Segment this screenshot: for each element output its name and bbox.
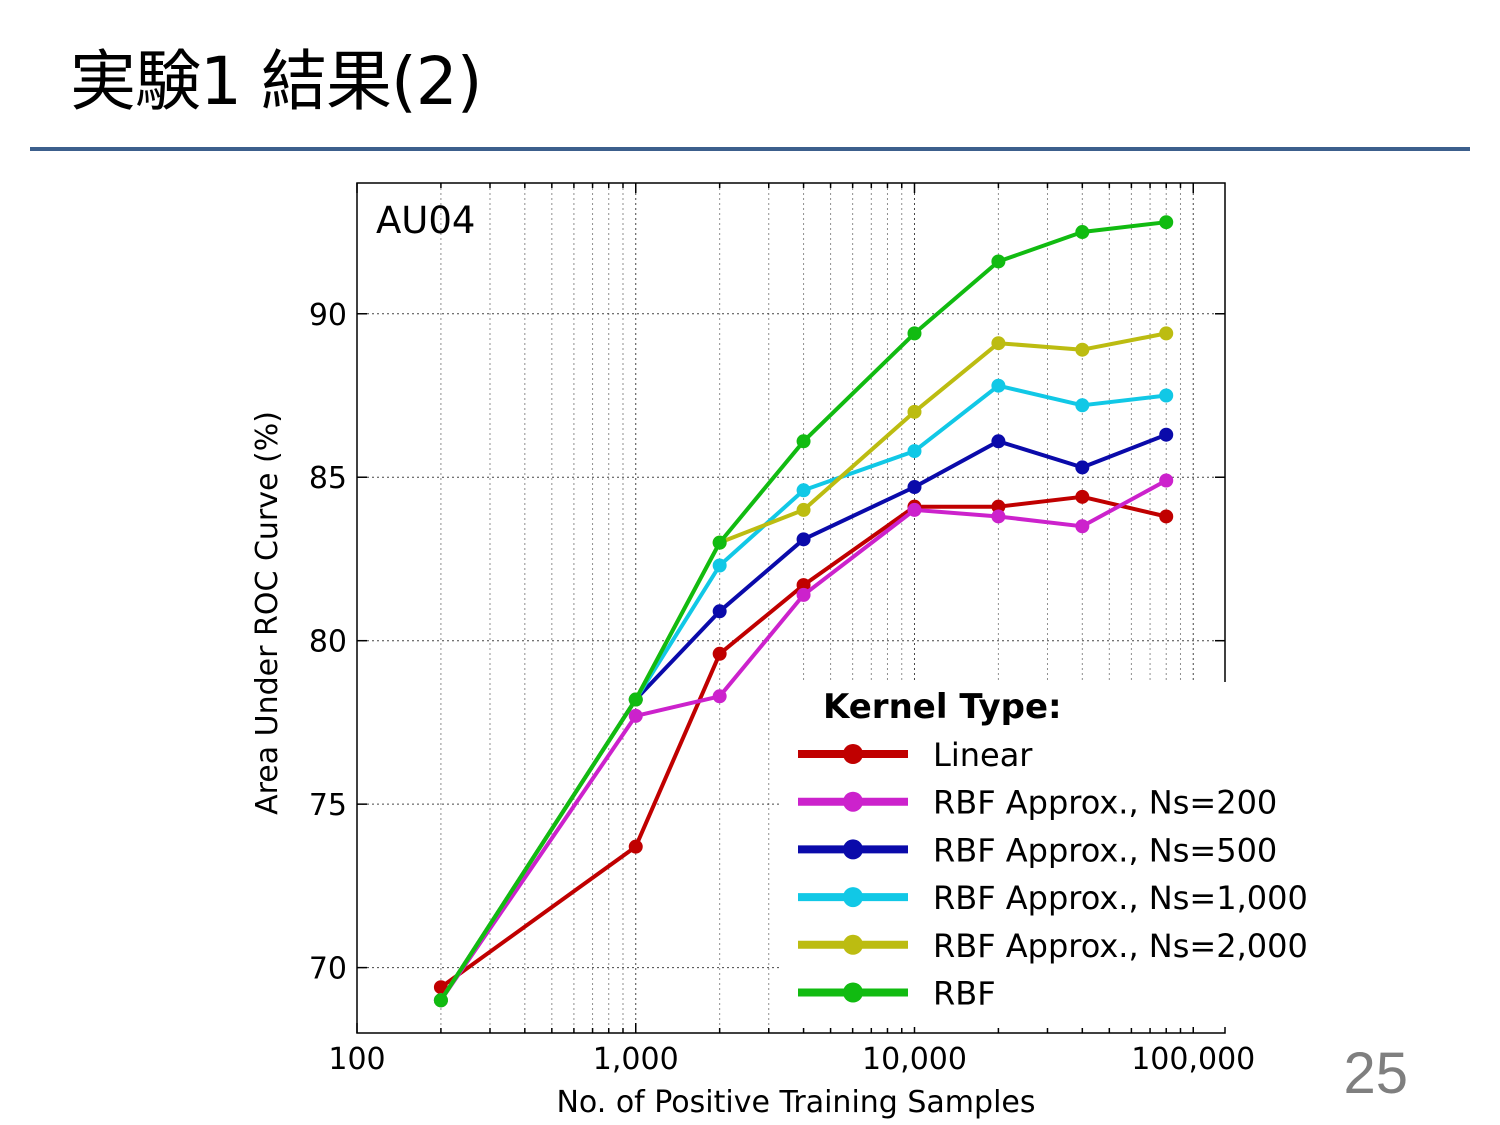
data-point	[907, 444, 922, 459]
series-line	[439, 432, 1167, 1002]
y-tick-label: 90	[309, 298, 347, 333]
data-point	[628, 708, 643, 723]
data-point	[433, 993, 448, 1008]
data-point	[1075, 398, 1090, 413]
legend-swatch-marker	[843, 791, 863, 812]
data-point	[991, 336, 1006, 351]
data-point	[712, 646, 727, 661]
x-tick-label: 100	[328, 1042, 385, 1077]
data-point	[712, 558, 727, 573]
title-divider	[30, 147, 1470, 151]
legend-label: RBF Approx., Ns=1,000	[933, 879, 1308, 917]
data-point	[628, 692, 643, 707]
data-point	[1075, 519, 1090, 534]
y-tick-label: 75	[309, 788, 347, 823]
data-point	[1159, 509, 1174, 524]
x-tick-label: 100,000	[1131, 1042, 1255, 1077]
data-point	[796, 434, 811, 449]
legend-label: Linear	[933, 736, 1033, 774]
series-0	[433, 489, 1174, 995]
data-point	[1159, 473, 1174, 488]
page-number: 25	[1343, 1041, 1408, 1106]
data-point	[796, 483, 811, 498]
legend-swatch-marker	[843, 839, 863, 860]
y-axis-label: Area Under ROC Curve (%)	[250, 411, 285, 815]
x-tick-label: 1,000	[593, 1042, 679, 1077]
legend-label: RBF Approx., Ns=500	[933, 831, 1277, 869]
legend-swatch-marker	[843, 744, 863, 764]
series-line	[439, 494, 1167, 989]
data-point	[1075, 489, 1090, 504]
data-point	[712, 535, 727, 550]
legend-label: RBF Approx., Ns=200	[933, 784, 1277, 822]
data-point	[796, 532, 811, 547]
series-line	[439, 478, 1168, 1002]
legend-swatch-marker	[843, 982, 863, 1003]
data-point	[1075, 460, 1090, 475]
y-tick-label: 85	[309, 461, 347, 496]
data-point	[991, 509, 1006, 524]
data-point	[991, 378, 1006, 393]
data-point	[1075, 225, 1090, 240]
x-axis-label: No. of Positive Training Samples	[556, 1085, 1035, 1120]
data-point	[907, 404, 922, 419]
data-point	[1159, 427, 1174, 442]
data-point	[1159, 326, 1174, 341]
chart-annotation: AU04	[376, 199, 475, 242]
data-point	[712, 689, 727, 704]
data-point	[907, 326, 922, 341]
series-line	[439, 220, 1167, 1002]
data-point	[628, 839, 643, 854]
data-point	[796, 587, 811, 602]
legend-title: Kernel Type:	[823, 687, 1062, 727]
plot-frame	[356, 182, 1226, 1034]
data-point	[1075, 342, 1090, 357]
legend-label: RBF Approx., Ns=2,000	[933, 927, 1308, 965]
y-tick-label: 80	[309, 625, 347, 660]
data-point	[712, 604, 727, 619]
legend-swatch-marker	[843, 887, 863, 908]
legend-box	[782, 682, 1382, 1027]
series-5	[433, 215, 1174, 1008]
y-tick-label: 70	[309, 952, 347, 987]
data-point	[796, 502, 811, 517]
legend-label: RBF	[933, 975, 996, 1013]
data-point	[991, 254, 1006, 269]
data-point	[1159, 215, 1174, 230]
legend-swatch-marker	[843, 934, 863, 955]
data-point	[907, 502, 922, 517]
data-point	[991, 434, 1006, 449]
data-point	[907, 480, 922, 495]
x-tick-label: 10,000	[862, 1042, 967, 1077]
slide-title: 実験1 結果(2)	[70, 43, 482, 120]
data-point	[1159, 388, 1174, 403]
